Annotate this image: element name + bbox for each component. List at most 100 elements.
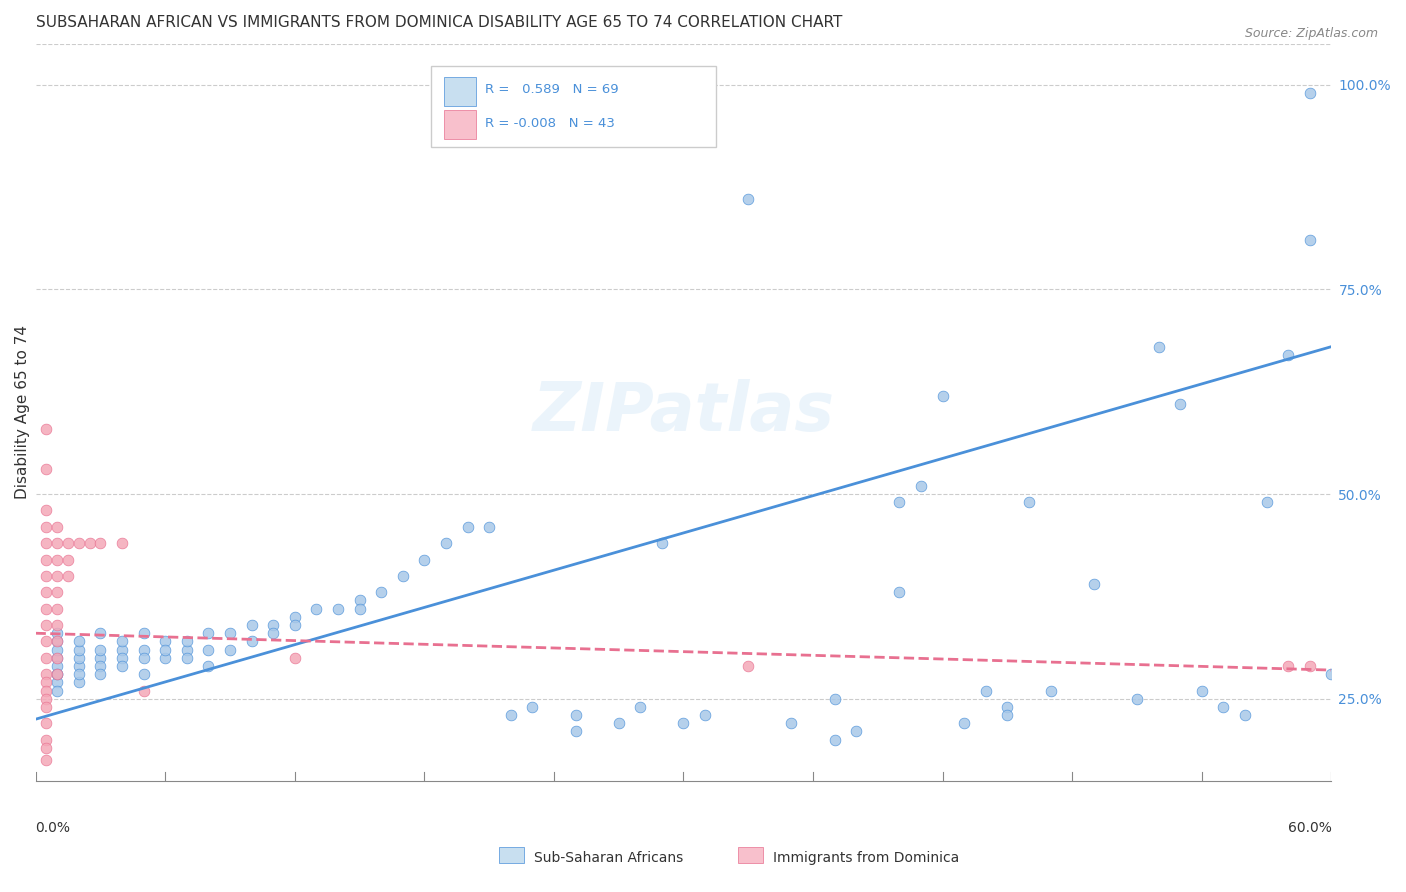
Point xyxy=(35,740,58,755)
Point xyxy=(35,536,58,550)
Text: SUBSAHARAN AFRICAN VS IMMIGRANTS FROM DOMINICA DISABILITY AGE 65 TO 74 CORRELATI: SUBSAHARAN AFRICAN VS IMMIGRANTS FROM DO… xyxy=(35,15,842,30)
Point xyxy=(111,634,134,648)
Point xyxy=(46,675,69,690)
Text: Sub-Saharan Africans: Sub-Saharan Africans xyxy=(534,851,683,865)
Point xyxy=(349,593,371,607)
Point xyxy=(46,634,69,648)
FancyBboxPatch shape xyxy=(444,110,477,139)
Point xyxy=(478,520,501,534)
Point xyxy=(370,585,392,599)
Text: 60.0%: 60.0% xyxy=(1288,822,1331,835)
Point xyxy=(46,585,69,599)
FancyBboxPatch shape xyxy=(444,77,477,106)
Point xyxy=(197,626,219,640)
Point xyxy=(132,650,155,665)
Point xyxy=(219,626,242,640)
Point xyxy=(1256,495,1278,509)
Point xyxy=(1168,397,1191,411)
Point xyxy=(953,716,976,731)
Point xyxy=(89,642,111,657)
Point xyxy=(46,536,69,550)
Point xyxy=(1126,691,1149,706)
Point xyxy=(35,520,58,534)
Point xyxy=(305,601,328,615)
Point xyxy=(46,650,69,665)
Point xyxy=(132,667,155,681)
Point xyxy=(845,724,868,739)
Point xyxy=(413,552,436,566)
Point xyxy=(35,421,58,435)
Point xyxy=(1299,233,1322,247)
Text: 0.0%: 0.0% xyxy=(35,822,70,835)
Point xyxy=(89,659,111,673)
Point xyxy=(1299,659,1322,673)
Point xyxy=(1104,798,1126,813)
FancyBboxPatch shape xyxy=(738,847,763,863)
Y-axis label: Disability Age 65 to 74: Disability Age 65 to 74 xyxy=(15,326,30,500)
Point xyxy=(1147,340,1170,354)
Point xyxy=(46,683,69,698)
Point xyxy=(997,708,1019,723)
Point xyxy=(35,753,58,767)
Point xyxy=(46,634,69,648)
Point xyxy=(997,700,1019,714)
Point xyxy=(67,650,90,665)
Point xyxy=(46,667,69,681)
Point xyxy=(111,659,134,673)
Point xyxy=(197,659,219,673)
Point xyxy=(56,536,79,550)
Point xyxy=(391,569,413,583)
Point xyxy=(434,536,457,550)
Text: ZIPatlas: ZIPatlas xyxy=(533,379,835,445)
Point xyxy=(111,536,134,550)
Point xyxy=(67,675,90,690)
Point xyxy=(628,700,651,714)
Point xyxy=(35,462,58,476)
Point xyxy=(1277,659,1299,673)
Point xyxy=(910,479,932,493)
Point xyxy=(67,536,90,550)
Point xyxy=(522,700,544,714)
Point xyxy=(35,716,58,731)
Point xyxy=(35,650,58,665)
Point xyxy=(1191,683,1213,698)
Point xyxy=(737,659,759,673)
Text: R =   0.589   N = 69: R = 0.589 N = 69 xyxy=(485,83,619,95)
Point xyxy=(89,650,111,665)
Point xyxy=(56,569,79,583)
Point xyxy=(35,503,58,517)
Point xyxy=(607,716,630,731)
FancyBboxPatch shape xyxy=(430,66,716,147)
Point xyxy=(1320,667,1343,681)
Point xyxy=(153,650,176,665)
Point xyxy=(974,683,997,698)
Point xyxy=(35,683,58,698)
Point xyxy=(824,691,846,706)
Point xyxy=(153,634,176,648)
Point xyxy=(262,618,284,632)
Point xyxy=(1018,495,1040,509)
Point xyxy=(1039,683,1062,698)
Point xyxy=(35,675,58,690)
Point xyxy=(46,650,69,665)
Text: Source: ZipAtlas.com: Source: ZipAtlas.com xyxy=(1244,27,1378,40)
Point xyxy=(79,536,101,550)
Point xyxy=(89,626,111,640)
Point xyxy=(67,667,90,681)
Point xyxy=(89,667,111,681)
Point xyxy=(564,724,586,739)
Point xyxy=(111,642,134,657)
Point xyxy=(46,569,69,583)
Point xyxy=(931,389,953,403)
Point xyxy=(35,691,58,706)
Point xyxy=(326,601,349,615)
Point xyxy=(35,601,58,615)
Point xyxy=(824,732,846,747)
Point xyxy=(1212,700,1234,714)
Point xyxy=(349,601,371,615)
Point xyxy=(240,618,263,632)
Point xyxy=(67,642,90,657)
Point xyxy=(46,667,69,681)
Point xyxy=(564,708,586,723)
Point xyxy=(35,634,58,648)
